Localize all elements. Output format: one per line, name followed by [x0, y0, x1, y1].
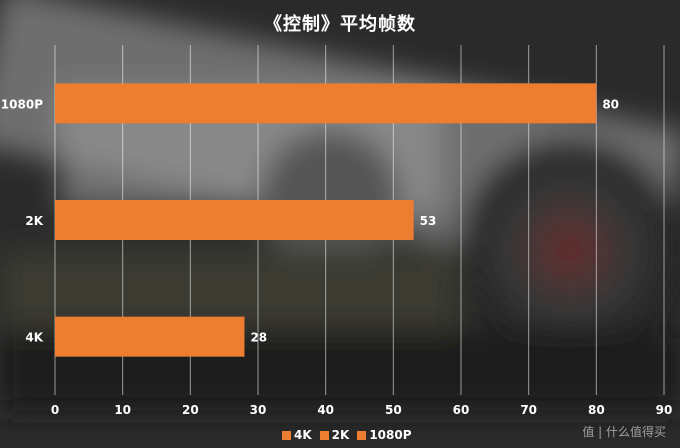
bar-value-label: 28: [250, 331, 267, 345]
x-tick-label: 10: [114, 403, 131, 417]
y-category-label: 4K: [25, 331, 43, 345]
x-tick-label: 60: [453, 403, 470, 417]
x-tick-label: 80: [588, 403, 605, 417]
legend-label: 4K: [294, 428, 312, 442]
watermark: 值 | 什么值得买: [582, 425, 666, 439]
bar-value-label: 53: [420, 214, 437, 228]
legend-item: 2K: [319, 428, 350, 442]
legend-item: 4K: [282, 428, 312, 442]
x-tick-label: 40: [317, 403, 334, 417]
x-tick-label: 90: [656, 403, 673, 417]
legend-swatch: [319, 430, 329, 440]
legend-label: 1080P: [369, 428, 412, 442]
y-category-label: 1080P: [1, 97, 43, 111]
x-tick-label: 0: [51, 403, 59, 417]
legend-swatch: [357, 430, 367, 440]
bar: [55, 83, 597, 124]
bar-value-label: 80: [602, 97, 619, 111]
bar: [55, 200, 414, 240]
x-tick-label: 20: [182, 403, 199, 417]
bar: [55, 316, 245, 357]
legend-swatch: [282, 430, 291, 440]
chart-title: 《控制》平均帧数: [264, 14, 416, 35]
legend-label: 2K: [331, 428, 350, 442]
y-category-label: 2K: [25, 214, 43, 228]
x-tick-label: 30: [250, 403, 267, 417]
chart-legend: 4K 2K 1080P: [282, 428, 412, 442]
legend-item: 1080P: [357, 428, 412, 442]
x-tick-label: 50: [385, 403, 402, 417]
x-tick-label: 70: [520, 403, 537, 417]
